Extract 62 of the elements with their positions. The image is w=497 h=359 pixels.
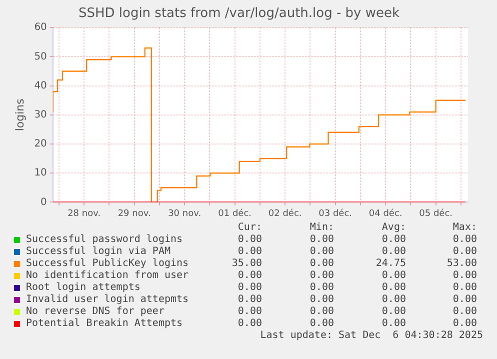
legend-label: No reverse DNS for peer <box>26 306 164 318</box>
x-tick-label: 28 nov. <box>68 208 101 219</box>
text: 0.00 <box>238 234 262 245</box>
text: 0.00 <box>452 270 477 281</box>
text: 0.00 <box>238 246 262 257</box>
text: Max: <box>452 222 477 233</box>
legend-label: Root login attempts <box>26 282 140 294</box>
chart-title: SSHD login stats from /var/log/auth.log - by week <box>78 6 400 22</box>
legend-label: No identification from user <box>26 270 189 282</box>
y-tick-label: 20 <box>34 138 47 150</box>
text: 0.00 <box>382 282 406 293</box>
text: 24.75 <box>376 258 406 269</box>
x-tick-label: 02 déc. <box>268 208 302 219</box>
text: 0.00 <box>310 246 334 257</box>
text: 0.00 <box>452 282 477 293</box>
y-tick-label: 0 <box>40 196 47 208</box>
text: 0.00 <box>310 306 334 317</box>
legend-label: Invalid user login attepmts <box>26 294 189 306</box>
text: 0.00 <box>382 306 406 317</box>
text: 0.00 <box>310 294 334 305</box>
text: 0.00 <box>238 282 262 293</box>
text: 0.00 <box>238 318 262 329</box>
x-tick-label: 04 déc. <box>368 208 402 219</box>
text: 0.00 <box>382 246 406 257</box>
y-axis-title: logins <box>13 98 26 132</box>
x-tick-label: 05 déc. <box>419 208 453 219</box>
text: 0.00 <box>382 294 406 305</box>
text: 0.00 <box>382 270 406 281</box>
text: 0.00 <box>382 234 406 245</box>
text: 0.00 <box>238 270 262 281</box>
y-tick-label: 30 <box>34 109 47 120</box>
y-tick-label: 50 <box>34 51 47 62</box>
legend-label: Successful password logins <box>26 234 183 246</box>
text: 0.00 <box>452 246 477 257</box>
text: Cur: <box>236 222 262 234</box>
text: 0.00 <box>310 258 334 269</box>
x-tick-label: 03 déc. <box>318 208 352 219</box>
text: 0.00 <box>310 318 334 329</box>
y-tick-label: 40 <box>34 80 47 92</box>
legend-label: Successful PublicKey logins <box>26 258 189 270</box>
text: 0.00 <box>238 294 262 305</box>
text: Min: <box>310 222 334 233</box>
text: 0.00 <box>452 306 477 317</box>
legend-label: Successful login via PAM <box>26 246 170 258</box>
x-tick-label: 01 déc. <box>218 208 252 219</box>
text: 0.00 <box>452 234 477 245</box>
text: Last update: Sat Dec 6 04:30:28 2025 <box>259 330 483 342</box>
text: 35.00 <box>232 258 262 269</box>
text: 0.00 <box>310 282 334 293</box>
text: 0.00 <box>382 318 406 329</box>
text: 0.00 <box>452 318 477 329</box>
y-tick-label: 60 <box>34 22 47 34</box>
text: 0.00 <box>310 234 334 245</box>
text: 0.00 <box>452 294 477 305</box>
text: 53.00 <box>446 258 477 269</box>
text: 0.00 <box>238 306 262 317</box>
text: 0.00 <box>310 270 334 281</box>
legend-label: Potential Breakin Attempts <box>26 318 183 330</box>
x-tick-label: 29 nov. <box>118 208 151 219</box>
y-tick-label: 10 <box>34 168 47 179</box>
x-tick-label: 30 nov. <box>168 208 202 219</box>
text: Avg: <box>382 222 406 233</box>
